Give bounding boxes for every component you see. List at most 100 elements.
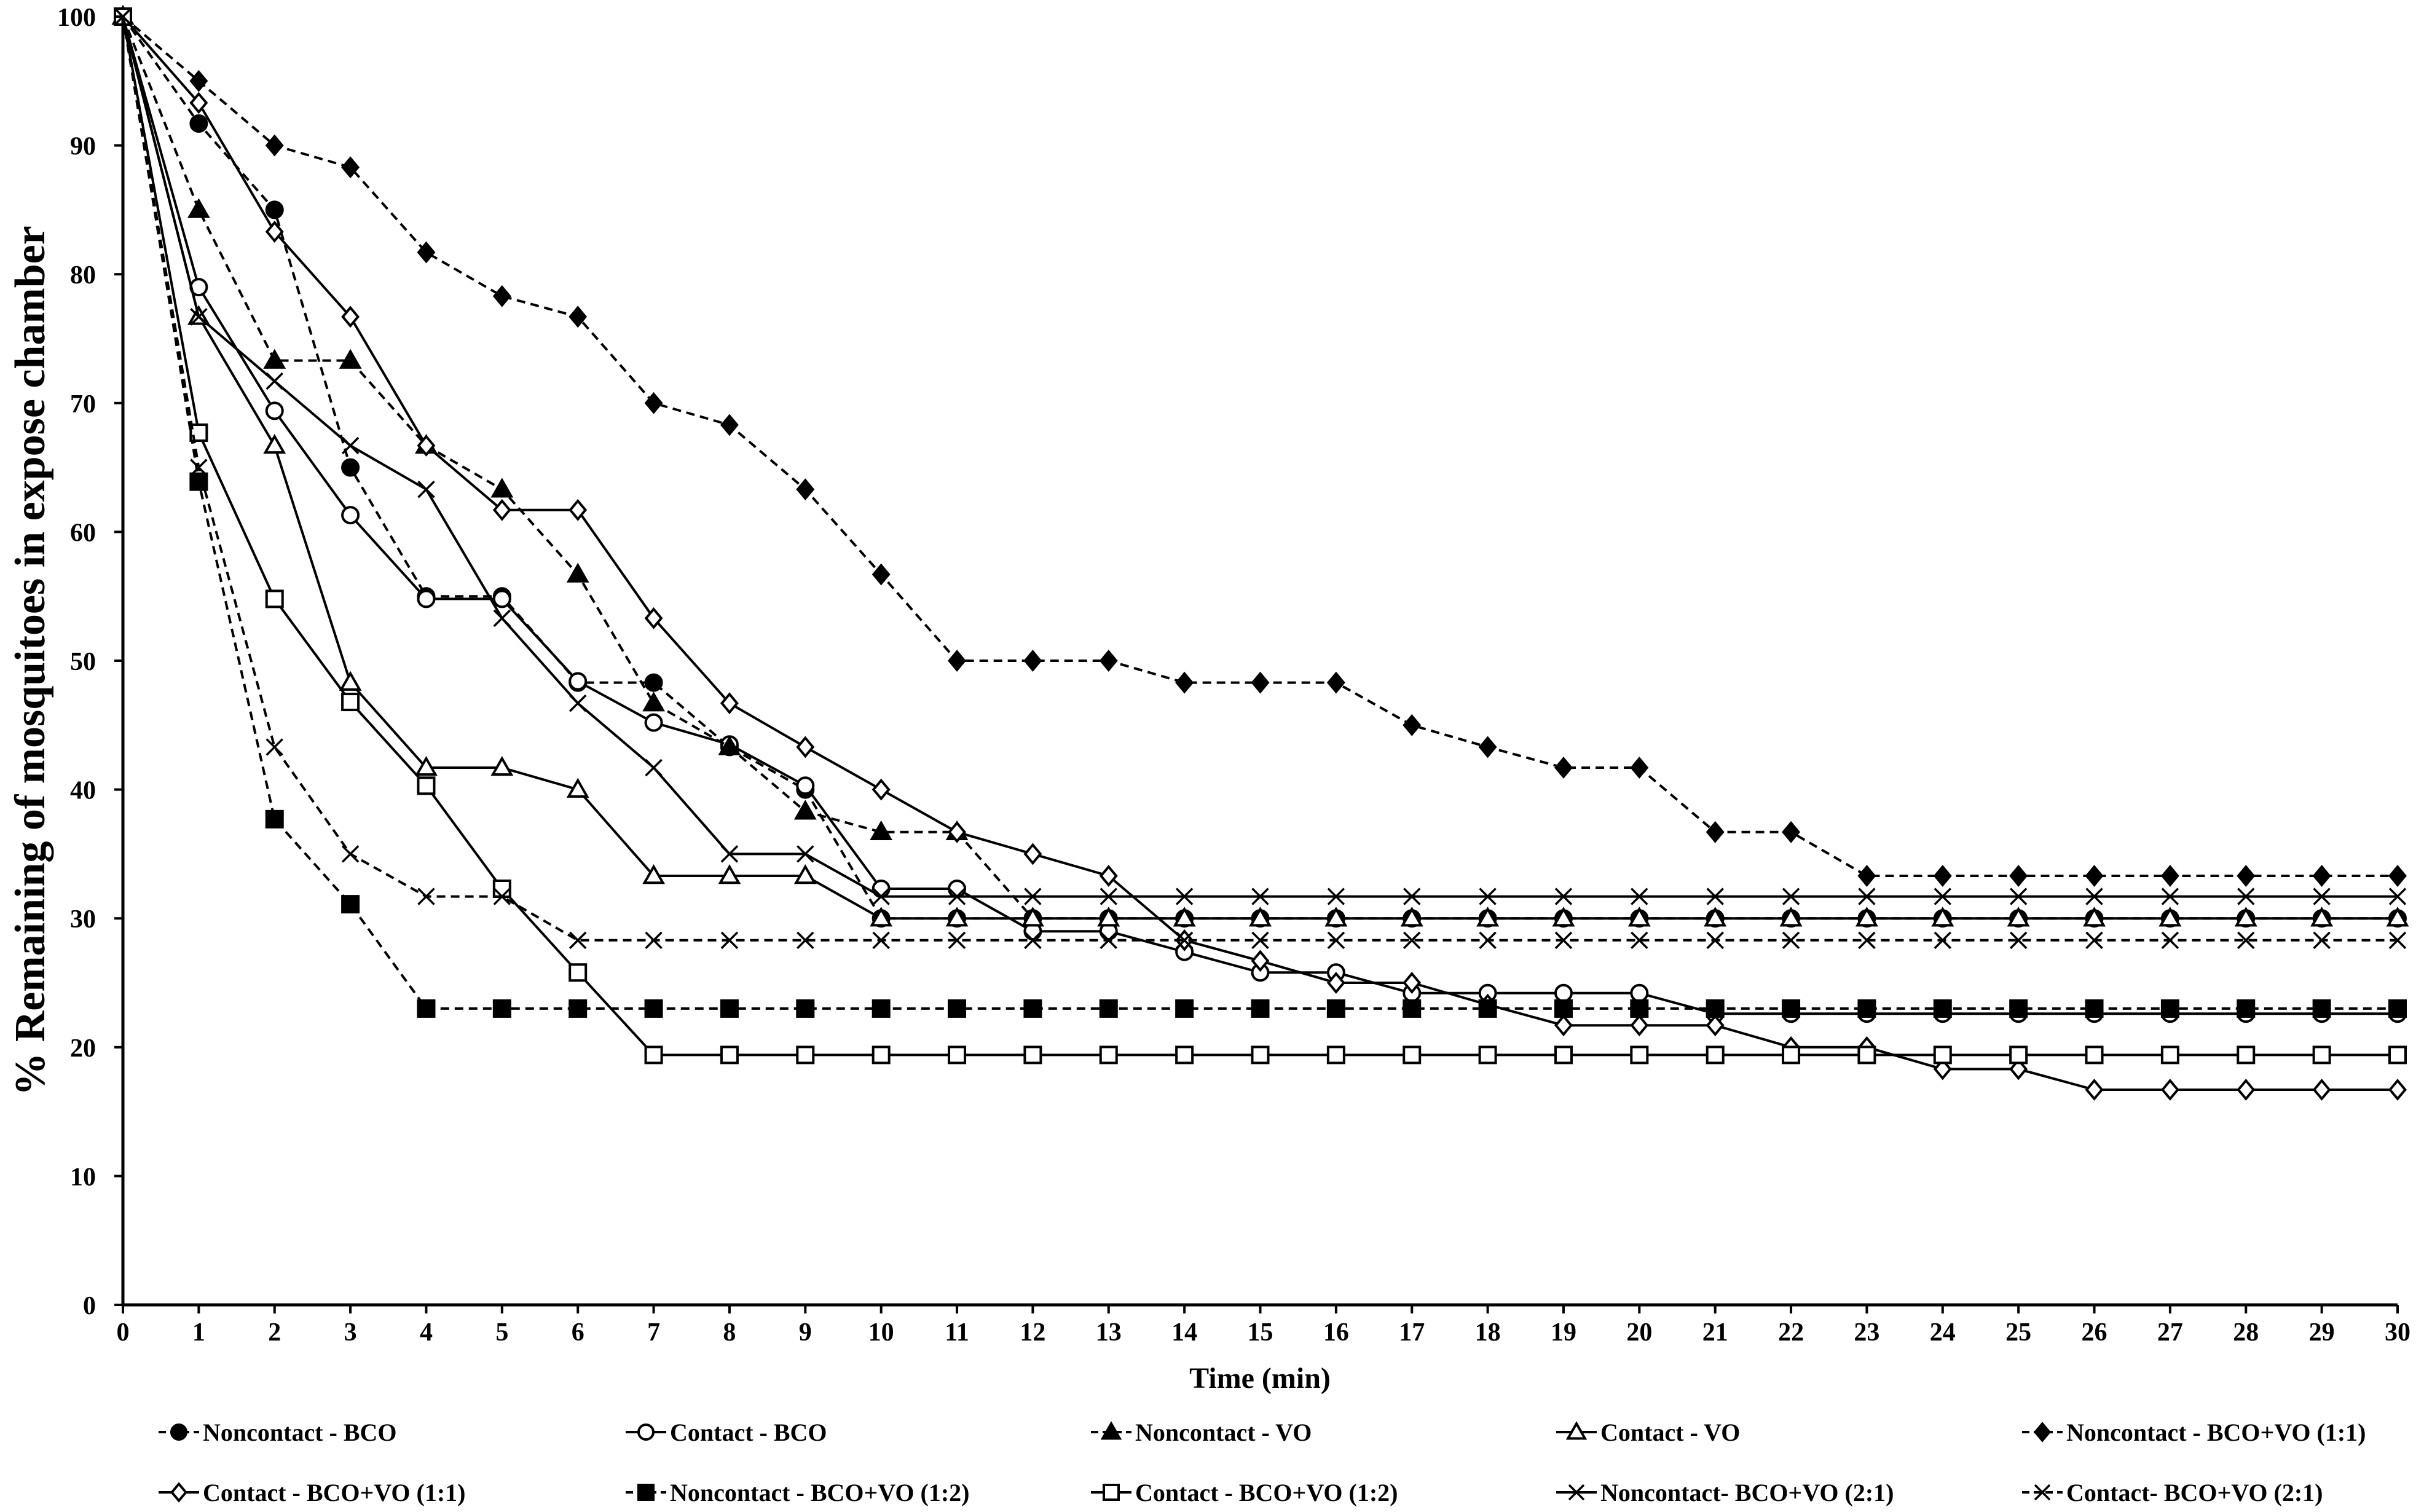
data-point <box>1478 999 1497 1018</box>
data-point <box>492 999 511 1018</box>
y-tick-label: 100 <box>57 4 96 32</box>
series-layer <box>111 5 2409 1101</box>
data-point <box>492 498 511 521</box>
data-point <box>417 480 435 498</box>
data-point <box>490 478 514 498</box>
data-point <box>1024 888 1042 905</box>
data-point <box>2237 865 2256 887</box>
data-point <box>1478 1045 1497 1065</box>
data-point <box>872 778 891 801</box>
data-point <box>720 1045 739 1065</box>
data-point <box>796 776 815 795</box>
data-point <box>1024 931 1042 950</box>
data-point <box>2085 931 2103 950</box>
data-point <box>566 778 589 798</box>
data-point <box>1403 972 1422 994</box>
data-point <box>1554 757 1573 779</box>
data-point <box>720 845 739 863</box>
data-point <box>2085 1045 2104 1065</box>
data-point <box>2085 865 2104 887</box>
y-tick-label: 10 <box>70 1163 96 1191</box>
data-point <box>644 673 663 692</box>
data-point <box>2007 907 2030 927</box>
legend-label: Contact - BCO <box>670 1419 827 1446</box>
data-point <box>796 999 815 1018</box>
data-point <box>948 999 967 1018</box>
data-point <box>2237 1045 2256 1065</box>
data-point <box>2386 907 2409 927</box>
legend-marker <box>1568 1484 1585 1501</box>
x-tick-label: 6 <box>572 1318 584 1347</box>
data-point <box>1554 931 1573 950</box>
series-line-3 <box>122 16 2398 920</box>
y-tick-label: 20 <box>70 1034 96 1063</box>
data-point <box>1023 999 1042 1018</box>
data-point <box>1782 999 1801 1018</box>
data-point <box>793 864 817 884</box>
legend-item: Noncontact - BCO+VO (1:2) <box>626 1479 969 1506</box>
x-axis-label: Time (min) <box>1189 1362 1331 1395</box>
x-tick-label: 8 <box>723 1318 736 1347</box>
data-point <box>569 498 588 521</box>
y-tick-label: 0 <box>83 1292 96 1320</box>
series-9 <box>114 7 2407 905</box>
data-point <box>1099 865 1118 887</box>
data-point <box>417 241 436 264</box>
data-point <box>2009 999 2028 1018</box>
data-point <box>1175 931 1194 950</box>
data-point <box>1327 888 1345 905</box>
data-point <box>569 694 587 712</box>
data-point <box>1630 757 1649 779</box>
data-point <box>339 348 362 369</box>
data-point <box>872 888 890 905</box>
data-point <box>265 809 284 829</box>
x-tick-label: 18 <box>1475 1318 1501 1347</box>
legend-marker <box>1103 1484 1120 1501</box>
x-tick-label: 15 <box>1248 1318 1273 1347</box>
data-point <box>644 999 663 1018</box>
series-line-7 <box>122 16 2398 1010</box>
x-tick-label: 28 <box>2233 1318 2259 1347</box>
data-point <box>2009 865 2028 887</box>
x-tick-label: 5 <box>495 1318 508 1347</box>
data-point <box>341 156 360 179</box>
data-point <box>2388 865 2407 887</box>
data-point <box>2312 865 2331 887</box>
data-point <box>341 305 360 328</box>
data-point <box>2085 1079 2104 1101</box>
data-point <box>1251 671 1270 694</box>
data-point <box>1251 931 1269 950</box>
series-8 <box>114 7 2407 1065</box>
data-point <box>1706 931 1724 950</box>
data-point <box>644 713 663 732</box>
data-point <box>2312 1045 2331 1065</box>
data-point <box>945 907 969 927</box>
data-point <box>1857 865 1876 887</box>
data-point <box>417 776 436 795</box>
data-point <box>566 562 589 583</box>
x-tick-label: 30 <box>2385 1318 2410 1347</box>
data-point <box>341 895 360 914</box>
data-point <box>1782 1045 1801 1065</box>
data-point <box>2009 931 2028 950</box>
data-point <box>642 864 665 884</box>
data-point <box>645 758 663 777</box>
y-tick-label: 30 <box>70 905 96 934</box>
data-point <box>2312 1079 2331 1101</box>
data-point <box>265 200 284 219</box>
x-tick-label: 17 <box>1399 1318 1425 1347</box>
data-point <box>190 459 208 476</box>
data-point <box>1021 907 1044 927</box>
legend-item: Noncontact- BCO+VO (2:1) <box>1556 1479 1894 1506</box>
x-tick-label: 4 <box>420 1318 433 1347</box>
data-point <box>720 692 739 715</box>
data-point <box>341 458 360 477</box>
data-point <box>1326 1045 1345 1065</box>
data-point <box>1934 888 1952 905</box>
x-tick-label: 2 <box>268 1318 281 1347</box>
data-point <box>1779 907 1803 927</box>
legend-label: Contact - BCO+VO (1:2) <box>1135 1479 1398 1506</box>
data-point <box>1857 1045 1876 1065</box>
data-point <box>948 888 966 905</box>
x-tick-label: 12 <box>1020 1318 1045 1347</box>
